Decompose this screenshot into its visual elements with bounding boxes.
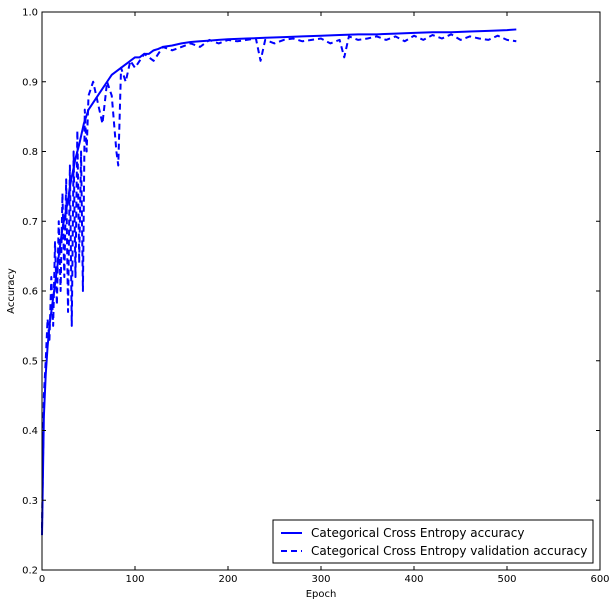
x-tick-label: 0 <box>39 574 45 585</box>
y-tick-label: 0.6 <box>22 287 38 298</box>
y-tick-label: 0.7 <box>22 217 38 228</box>
legend-box <box>272 519 594 564</box>
x-tick-label: 100 <box>125 574 144 585</box>
x-tick-label: 400 <box>404 574 423 585</box>
y-tick-label: 0.3 <box>22 496 38 507</box>
x-axis-label: Epoch <box>306 589 337 600</box>
validation-accuracy-line <box>41 33 517 529</box>
x-tick-label: 500 <box>497 574 516 585</box>
y-tick-label: 0.9 <box>22 77 38 88</box>
y-axis-label: Accuracy <box>6 268 17 314</box>
accuracy-line <box>41 28 517 536</box>
y-tick-label: 0.4 <box>22 426 38 437</box>
legend: Categorical Cross Entropy accuracy Categ… <box>272 519 594 564</box>
x-tick-label: 600 <box>590 574 609 585</box>
x-tick-label: 200 <box>218 574 237 585</box>
y-tick-label: 0.5 <box>22 356 38 367</box>
y-tick-label: 0.8 <box>22 147 38 158</box>
plot-frame <box>41 11 601 571</box>
y-tick-label: 1.0 <box>22 8 38 19</box>
legend-label-accuracy: Categorical Cross Entropy accuracy <box>311 526 524 540</box>
y-tick-label: 0.2 <box>22 566 38 577</box>
legend-label-validation-accuracy: Categorical Cross Entropy validation acc… <box>311 544 587 558</box>
x-tick-label: 300 <box>311 574 330 585</box>
